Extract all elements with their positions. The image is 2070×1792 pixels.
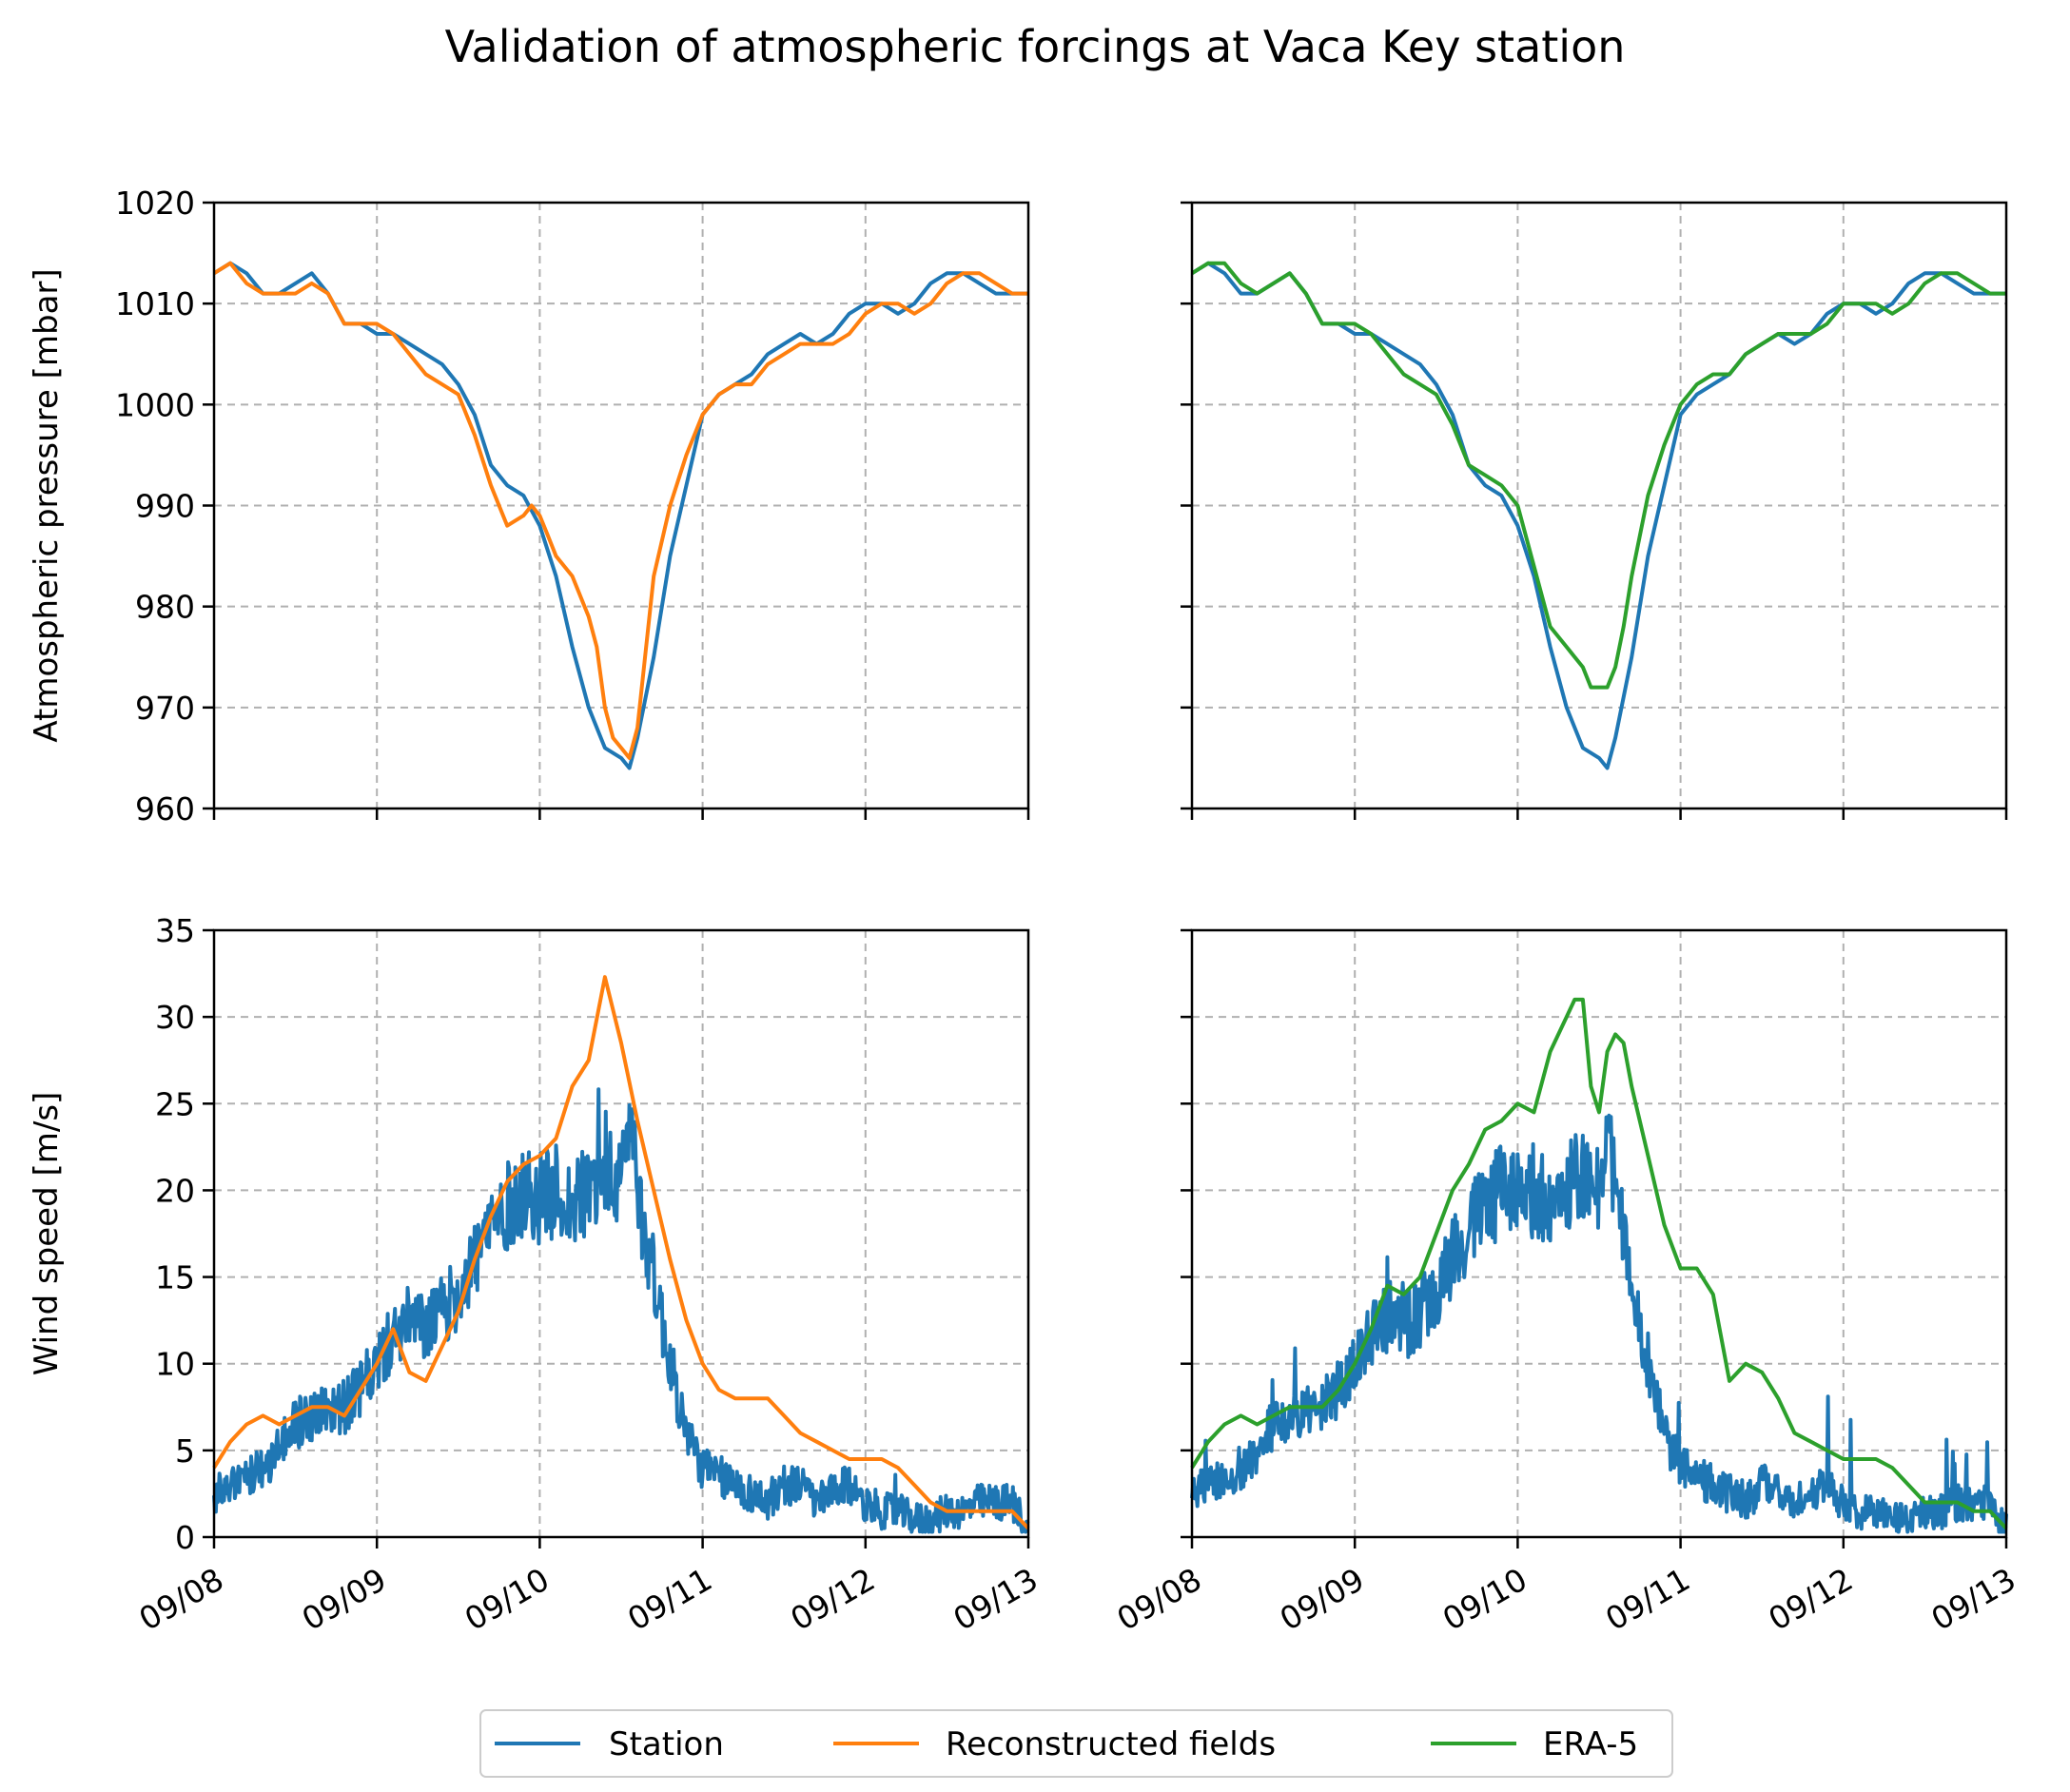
bottom-left-reconstructed-line bbox=[212, 975, 1030, 1530]
y-tick-label: 10 bbox=[155, 1346, 195, 1383]
figure-title: Validation of atmospheric forcings at Va… bbox=[445, 21, 1626, 72]
y-tick-label: 1020 bbox=[115, 185, 195, 222]
y-tick-label: 0 bbox=[175, 1519, 195, 1556]
axes-frame bbox=[212, 928, 1030, 1539]
y-tick-label: 990 bbox=[135, 488, 195, 525]
axes-frame bbox=[1190, 928, 2008, 1539]
y-axis-label: Atmospheric pressure [mbar] bbox=[28, 268, 66, 742]
y-tick-label: 980 bbox=[135, 589, 195, 626]
bottom-right-era5-line bbox=[1190, 997, 2008, 1530]
x-tick-label: 09/13 bbox=[947, 1561, 1045, 1638]
y-tick-label: 15 bbox=[155, 1259, 195, 1296]
x-tick-label: 09/08 bbox=[133, 1561, 230, 1638]
wind-era5-panel: 09/08 09/09 09/10 09/11 09/12 09/13 bbox=[1111, 928, 2022, 1638]
top-left-station-line bbox=[212, 261, 1028, 770]
top-right-era5-line bbox=[1190, 261, 2006, 690]
x-tick-label: 09/12 bbox=[784, 1561, 881, 1638]
y-tick-label: 1010 bbox=[115, 285, 195, 322]
top-right-station-line bbox=[1190, 261, 2006, 770]
top-left-reconstructed-line bbox=[212, 261, 1028, 760]
y-tick-label: 970 bbox=[135, 690, 195, 727]
legend-label-station: Station bbox=[609, 1725, 724, 1763]
x-tick-label: 09/11 bbox=[621, 1561, 718, 1638]
legend-label-era5: ERA-5 bbox=[1543, 1725, 1638, 1763]
y-tick-label: 1000 bbox=[115, 386, 195, 423]
x-tick-label: 09/09 bbox=[296, 1561, 393, 1638]
y-tick-label: 25 bbox=[155, 1085, 195, 1122]
pressure-reconstructed-panel: 960 970 980 990 1000 1010 1020 Atmospheric pres… bbox=[28, 185, 1030, 828]
y-tick-label: 30 bbox=[155, 999, 195, 1036]
x-tick-label: 09/10 bbox=[1436, 1561, 1533, 1638]
legend-label-reconstructed: Reconstructed fields bbox=[946, 1725, 1276, 1763]
bottom-left-station-line bbox=[212, 1087, 1030, 1534]
y-tick-label: 5 bbox=[175, 1432, 195, 1470]
x-tick-label: 09/08 bbox=[1111, 1561, 1208, 1638]
legend-frame bbox=[479, 1709, 1673, 1778]
x-tick-label: 09/13 bbox=[1925, 1561, 2022, 1638]
x-tick-label: 09/10 bbox=[459, 1561, 556, 1638]
y-tick-label: 20 bbox=[155, 1172, 195, 1209]
legend: Station Reconstructed fields ERA-5 bbox=[479, 1709, 1673, 1778]
x-tick-label: 09/09 bbox=[1274, 1561, 1371, 1638]
bottom-right-station-line bbox=[1190, 1113, 2008, 1534]
x-tick-label: 09/11 bbox=[1599, 1561, 1696, 1638]
x-tick-label: 09/12 bbox=[1762, 1561, 1859, 1638]
y-tick-label: 960 bbox=[135, 790, 195, 828]
pressure-era5-panel bbox=[1181, 201, 2008, 820]
y-axis-label: Wind speed [m/s] bbox=[28, 1092, 66, 1376]
y-tick-label: 35 bbox=[155, 912, 195, 949]
wind-reconstructed-panel: 0 5 10 15 20 25 30 35 09/08 09/09 09/10 09/11 09/12 0… bbox=[28, 912, 1044, 1638]
